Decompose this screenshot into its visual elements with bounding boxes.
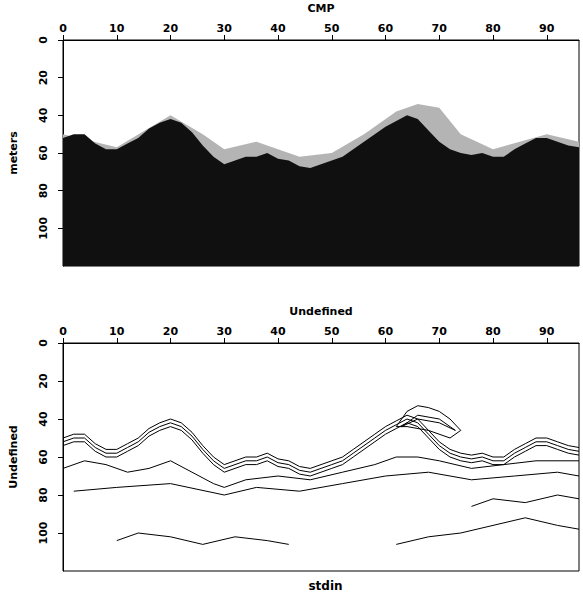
svg-text:20: 20 bbox=[37, 373, 50, 389]
svg-text:50: 50 bbox=[324, 22, 340, 35]
svg-text:20: 20 bbox=[163, 325, 179, 338]
svg-text:40: 40 bbox=[270, 22, 286, 35]
svg-text:40: 40 bbox=[37, 107, 50, 123]
svg-text:50: 50 bbox=[324, 325, 340, 338]
svg-text:30: 30 bbox=[217, 325, 233, 338]
svg-text:80: 80 bbox=[37, 487, 50, 503]
svg-text:Undefined: Undefined bbox=[289, 305, 352, 318]
svg-text:90: 90 bbox=[539, 22, 555, 35]
svg-text:60: 60 bbox=[378, 325, 394, 338]
svg-text:80: 80 bbox=[485, 22, 501, 35]
svg-text:60: 60 bbox=[37, 145, 50, 161]
svg-text:Undefined: Undefined bbox=[7, 425, 20, 488]
svg-text:60: 60 bbox=[37, 449, 50, 465]
svg-text:40: 40 bbox=[270, 325, 286, 338]
svg-text:0: 0 bbox=[37, 36, 50, 44]
svg-text:70: 70 bbox=[432, 22, 448, 35]
svg-text:0: 0 bbox=[37, 339, 50, 347]
svg-text:60: 60 bbox=[378, 22, 394, 35]
svg-text:100: 100 bbox=[37, 217, 50, 240]
svg-text:meters: meters bbox=[7, 131, 20, 175]
svg-text:0: 0 bbox=[59, 325, 67, 338]
svg-text:100: 100 bbox=[37, 521, 50, 544]
svg-text:CMP: CMP bbox=[307, 2, 334, 15]
svg-text:10: 10 bbox=[109, 22, 125, 35]
svg-text:80: 80 bbox=[485, 325, 501, 338]
svg-text:40: 40 bbox=[37, 411, 50, 427]
svg-text:10: 10 bbox=[109, 325, 125, 338]
svg-text:30: 30 bbox=[217, 22, 233, 35]
svg-text:stdin: stdin bbox=[308, 579, 342, 592]
svg-text:0: 0 bbox=[59, 22, 67, 35]
svg-text:20: 20 bbox=[163, 22, 179, 35]
svg-text:20: 20 bbox=[37, 70, 50, 86]
svg-text:80: 80 bbox=[37, 183, 50, 199]
svg-text:90: 90 bbox=[539, 325, 555, 338]
svg-text:70: 70 bbox=[432, 325, 448, 338]
